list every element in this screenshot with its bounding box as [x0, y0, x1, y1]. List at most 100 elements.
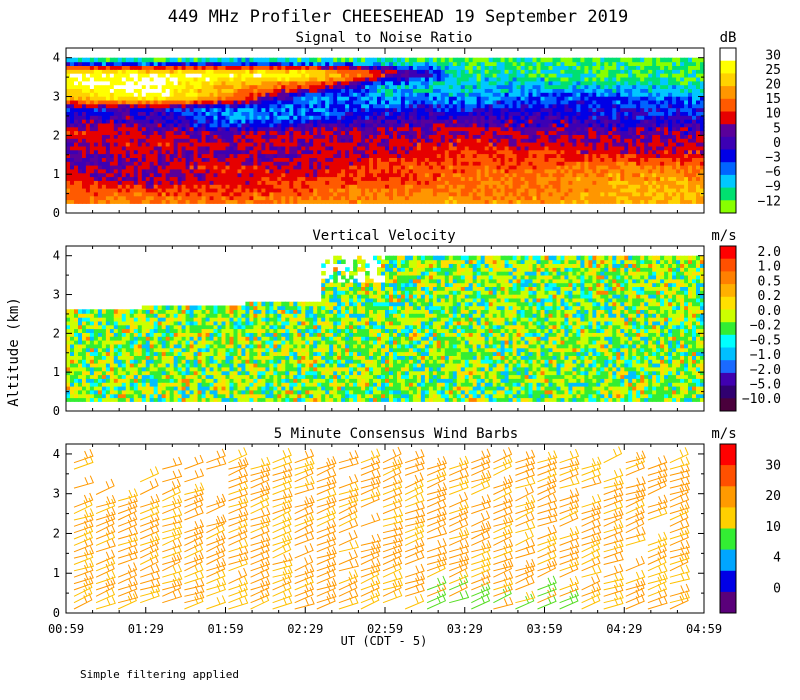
- snr-cell: [516, 153, 522, 158]
- snr-cell: [97, 61, 103, 66]
- snr-cell: [448, 172, 454, 178]
- snr-cell: [492, 61, 498, 66]
- snr-cell: [548, 107, 554, 112]
- snr-cell: [185, 142, 191, 147]
- snr-cell: [588, 199, 593, 204]
- snr-cell: [432, 65, 438, 70]
- snr-cell: [468, 168, 474, 174]
- snr-cell: [237, 84, 243, 89]
- snr-cell: [285, 80, 290, 86]
- snr-cell: [416, 69, 422, 74]
- snr-cell: [532, 149, 538, 155]
- snr-cell: [241, 199, 246, 204]
- snr-cell: [416, 107, 422, 112]
- snr-cell: [472, 111, 478, 116]
- snr-cell: [341, 65, 346, 70]
- snr-cell: [257, 111, 262, 116]
- snr-cell: [544, 191, 550, 197]
- snr-cell: [229, 199, 235, 204]
- snr-cell: [365, 80, 370, 86]
- snr-cell: [66, 145, 71, 151]
- snr-cell: [169, 119, 175, 124]
- snr-cell: [397, 65, 402, 70]
- snr-cell: [448, 142, 454, 147]
- snr-cell: [564, 142, 569, 147]
- snr-cell: [213, 191, 219, 197]
- snr-cell: [293, 126, 298, 132]
- snr-cell: [377, 130, 382, 135]
- snr-cell: [117, 149, 123, 155]
- snr-cell: [137, 184, 143, 189]
- snr-cell: [129, 138, 135, 143]
- snr-cell: [488, 168, 494, 174]
- snr-cell: [393, 96, 398, 101]
- snr-cell: [209, 107, 215, 112]
- snr-cell: [305, 184, 310, 189]
- snr-cell: [201, 96, 207, 101]
- snr-cell: [241, 88, 246, 93]
- snr-cell: [201, 161, 207, 166]
- snr-cell: [377, 149, 382, 155]
- snr-cell: [257, 103, 262, 109]
- snr-cell: [345, 73, 350, 78]
- snr-cell: [420, 119, 426, 124]
- snr-cell: [369, 80, 374, 86]
- snr-cell: [149, 84, 155, 89]
- snr-cell: [285, 119, 290, 124]
- snr-cell: [237, 107, 243, 112]
- snr-cell: [93, 191, 99, 197]
- snr-cell: [225, 88, 231, 93]
- snr-cell: [349, 57, 354, 63]
- snr-cell: [452, 76, 458, 82]
- snr-cell: [289, 172, 294, 178]
- snr-cell: [420, 130, 426, 135]
- snr-cell: [78, 176, 83, 181]
- snr-cell: [197, 138, 203, 143]
- snr-cell: [452, 65, 458, 70]
- snr-cell: [189, 115, 195, 120]
- snr-cell: [89, 195, 95, 201]
- snr-cell: [365, 157, 370, 162]
- snr-cell: [404, 168, 410, 174]
- snr-cell: [221, 69, 227, 74]
- snr-cell: [464, 103, 470, 109]
- snr-cell: [428, 122, 434, 128]
- snr-cell: [277, 107, 282, 112]
- snr-cell: [420, 80, 426, 86]
- snr-cell: [480, 122, 486, 128]
- snr-cell: [165, 84, 171, 89]
- snr-cell: [165, 119, 171, 124]
- snr-cell: [233, 126, 239, 132]
- snr-cell: [213, 138, 219, 143]
- snr-cell: [456, 111, 462, 116]
- snr-cell: [432, 73, 438, 78]
- snr-cell: [241, 61, 246, 66]
- snr-cell: [369, 122, 374, 128]
- snr-cell: [257, 191, 262, 197]
- snr-cell: [448, 107, 454, 112]
- snr-cell: [209, 130, 215, 135]
- snr-cell: [169, 172, 175, 178]
- snr-cell: [520, 88, 526, 93]
- snr-cell: [97, 76, 103, 82]
- snr-cell: [432, 69, 438, 74]
- snr-cell: [365, 153, 370, 158]
- snr-cell: [233, 145, 239, 151]
- snr-cell: [209, 119, 215, 124]
- snr-cell: [552, 103, 558, 109]
- snr-cell: [552, 76, 558, 82]
- snr-cell: [524, 145, 530, 151]
- snr-cell: [201, 111, 207, 116]
- snr-cell: [89, 184, 95, 189]
- snr-cell: [584, 115, 589, 120]
- snr-cell: [548, 145, 554, 151]
- snr-cell: [189, 96, 195, 101]
- snr-cell: [345, 111, 350, 116]
- snr-cell: [309, 149, 314, 155]
- snr-cell: [181, 69, 187, 74]
- snr-cell: [217, 172, 223, 178]
- snr-cell: [169, 122, 175, 128]
- snr-cell: [337, 195, 342, 201]
- snr-cell: [225, 145, 231, 151]
- snr-cell: [281, 134, 286, 139]
